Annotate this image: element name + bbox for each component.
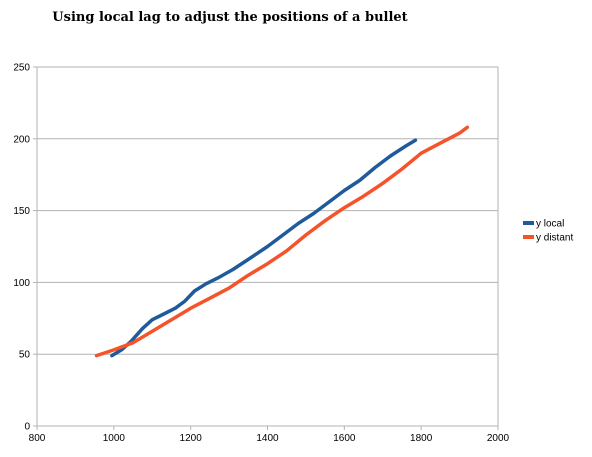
x-tick-label: 1000 <box>103 433 126 444</box>
y-tick-label: 250 <box>13 63 30 74</box>
y-tick-label: 200 <box>13 134 30 145</box>
series-lines <box>94 125 470 358</box>
y-tick-label: 150 <box>13 206 30 217</box>
x-axis-ticks: 800 1000 1200 1400 1600 1800 2000 <box>29 426 510 444</box>
y-axis-ticks: 0 50 100 150 200 250 <box>13 63 37 433</box>
legend-label: y distant <box>536 233 573 244</box>
y-tick-label: 100 <box>13 278 30 289</box>
x-tick-label: 1400 <box>256 433 279 444</box>
y-tick-label: 50 <box>19 350 31 361</box>
x-tick-label: 2000 <box>487 433 510 444</box>
x-tick-label: 1200 <box>180 433 203 444</box>
x-tick-label: 800 <box>29 433 46 444</box>
series-line-y-local <box>110 138 418 358</box>
series-line-y-distant <box>94 125 470 358</box>
y-tick-label: 0 <box>24 422 30 433</box>
legend: y local y distant <box>523 219 573 244</box>
legend-label: y local <box>536 219 564 230</box>
x-tick-label: 1600 <box>333 433 356 444</box>
x-tick-label: 1800 <box>410 433 433 444</box>
chart-title: Using local lag to adjust the positions … <box>52 10 408 25</box>
